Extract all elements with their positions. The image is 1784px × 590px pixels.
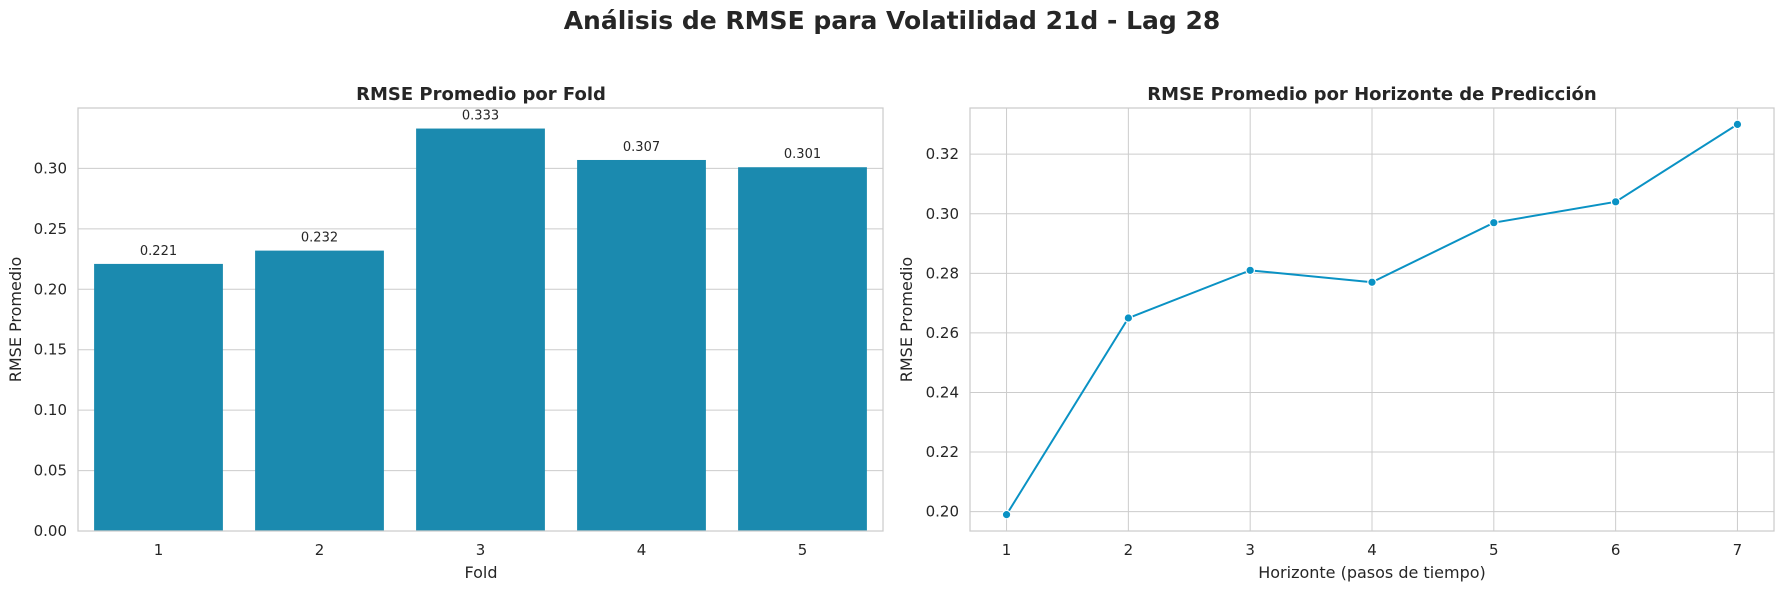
figure-title: Análisis de RMSE para Volatilidad 21d - … <box>563 6 1221 35</box>
line-point-h3 <box>1245 265 1255 276</box>
bar-chart-ylabel: RMSE Promedio <box>6 257 25 382</box>
bar-value-label: 0.333 <box>462 109 499 124</box>
line-point-h7 <box>1732 119 1743 130</box>
bar-chart-title: RMSE Promedio por Fold <box>356 84 606 105</box>
line-xtick-label: 5 <box>1489 541 1499 559</box>
bar-xtick-label: 1 <box>154 541 164 559</box>
line-ytick-label: 0.32 <box>926 145 959 163</box>
line-chart-xlabel: Horizonte (pasos de tiempo) <box>1258 563 1486 582</box>
line-xtick-label: 2 <box>1124 541 1134 559</box>
bar-value-label: 0.232 <box>301 231 338 246</box>
bar-fold-5 <box>738 167 867 531</box>
line-ytick-label: 0.24 <box>926 383 959 401</box>
line-point-h1 <box>1001 509 1012 520</box>
line-chart-ylabel: RMSE Promedio <box>897 257 916 382</box>
bar-value-label: 0.221 <box>140 244 177 259</box>
bar-ytick-label: 0.25 <box>34 220 67 238</box>
line-ytick-label: 0.30 <box>926 205 959 223</box>
bar-chart-frame <box>77 107 884 532</box>
bar-value-label: 0.307 <box>623 140 660 155</box>
bar-ytick-label: 0.15 <box>34 341 67 359</box>
line-chart-frame <box>969 107 1775 532</box>
line-point-h4 <box>1367 277 1377 288</box>
line-chart-title: RMSE Promedio por Horizonte de Predicció… <box>1147 84 1596 105</box>
bar-ytick-label: 0.10 <box>34 401 67 419</box>
line-ytick-label: 0.26 <box>926 324 959 342</box>
bar-fold-4 <box>577 159 706 531</box>
line-point-h6 <box>1610 197 1621 207</box>
bar-xtick-label: 3 <box>476 541 486 559</box>
bar-ytick-label: 0.30 <box>34 159 67 177</box>
bar-ytick-label: 0.05 <box>34 462 67 480</box>
bar-ytick-label: 0.20 <box>34 280 67 298</box>
bar-value-label: 0.301 <box>784 147 821 162</box>
line-xtick-label: 6 <box>1611 541 1621 559</box>
line-point-h5 <box>1489 217 1499 228</box>
bar-xtick-label: 4 <box>637 541 647 559</box>
line-ytick-label: 0.28 <box>926 264 959 282</box>
bar-chart-panel: RMSE Promedio por Fold 0.221 0.232 0.333 0.… <box>6 84 884 582</box>
line-point-h2 <box>1123 313 1134 323</box>
line-ytick-label: 0.20 <box>926 503 959 521</box>
line-xtick-label: 7 <box>1733 541 1743 559</box>
line-xtick-label: 1 <box>1002 541 1012 559</box>
line-chart-panel: RMSE Promedio por Horizonte de Predicció… <box>897 84 1775 582</box>
bar-xtick-label: 2 <box>315 541 325 559</box>
bar-fold-2 <box>255 250 384 531</box>
bar-fold-3 <box>416 128 545 531</box>
bar-chart-xlabel: Fold <box>464 563 497 582</box>
bar-ytick-label: 0.00 <box>34 522 67 540</box>
line-ytick-label: 0.22 <box>926 443 959 461</box>
line-xtick-label: 3 <box>1245 541 1255 559</box>
line-xtick-label: 4 <box>1367 541 1377 559</box>
bar-fold-1 <box>94 263 223 531</box>
bar-xtick-label: 5 <box>798 541 808 559</box>
